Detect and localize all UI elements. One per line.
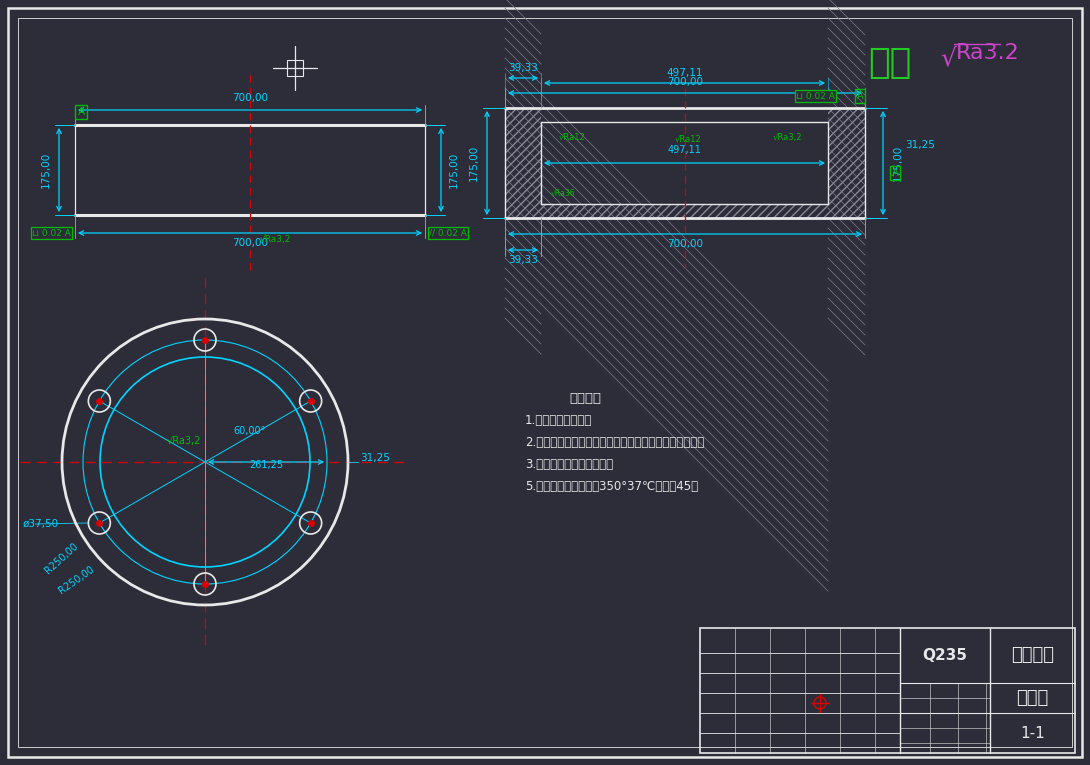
Text: Ra3.2: Ra3.2 bbox=[956, 43, 1020, 63]
Bar bbox=[505, 108, 541, 218]
Text: √Ra36: √Ra36 bbox=[552, 189, 576, 198]
Text: √Ra3,2: √Ra3,2 bbox=[167, 436, 202, 446]
Bar bbox=[287, 60, 303, 76]
Text: 2.零件加工表面上不应有划痕、擦伤等损伤表面的缺陷。: 2.零件加工表面上不应有划痕、擦伤等损伤表面的缺陷。 bbox=[525, 436, 704, 449]
Text: 700,00: 700,00 bbox=[232, 238, 268, 248]
Bar bbox=[541, 204, 828, 218]
Text: 1-1: 1-1 bbox=[1020, 725, 1045, 741]
Text: R250,00: R250,00 bbox=[43, 541, 80, 576]
Text: 吉林大学: 吉林大学 bbox=[1012, 646, 1054, 664]
Text: 3.倒角、去除毛刺、飞边。: 3.倒角、去除毛刺、飞边。 bbox=[525, 458, 613, 471]
Text: // 0.02 A: // 0.02 A bbox=[429, 229, 467, 237]
Text: ⊔ 0.02 A: ⊔ 0.02 A bbox=[796, 92, 835, 100]
Text: 1.零件去除氧化皮。: 1.零件去除氧化皮。 bbox=[525, 414, 592, 427]
Text: 700,00: 700,00 bbox=[667, 239, 703, 249]
Text: 261,25: 261,25 bbox=[249, 460, 283, 470]
Bar bbox=[828, 108, 865, 218]
Text: 39,33: 39,33 bbox=[508, 63, 538, 73]
Text: A: A bbox=[857, 91, 863, 101]
Bar bbox=[700, 628, 1075, 753]
Text: 175,00: 175,00 bbox=[41, 152, 51, 188]
Text: 5.零件进行高频淬火，350°37℃；回火45。: 5.零件进行高频淬火，350°37℃；回火45。 bbox=[525, 480, 698, 493]
Text: √Ra3,2: √Ra3,2 bbox=[773, 133, 802, 142]
Text: ø37,50: ø37,50 bbox=[23, 519, 59, 529]
Text: A: A bbox=[892, 168, 898, 178]
Text: 板材毂: 板材毂 bbox=[1016, 689, 1049, 707]
Text: R250,00: R250,00 bbox=[57, 565, 96, 596]
Text: A: A bbox=[77, 107, 85, 117]
Text: 39,33: 39,33 bbox=[508, 255, 538, 265]
Text: √Ra12: √Ra12 bbox=[559, 133, 585, 142]
Text: 175,00: 175,00 bbox=[469, 145, 479, 181]
Text: 31,25: 31,25 bbox=[360, 453, 390, 463]
Text: 175,00: 175,00 bbox=[893, 145, 903, 181]
Text: Q235: Q235 bbox=[922, 649, 968, 663]
Text: 700,00: 700,00 bbox=[667, 77, 703, 87]
Text: 175,00: 175,00 bbox=[449, 152, 459, 188]
Text: 497,11: 497,11 bbox=[666, 68, 703, 78]
Text: 700,00: 700,00 bbox=[232, 93, 268, 103]
Text: √Ra3,2: √Ra3,2 bbox=[261, 235, 291, 244]
Text: 其余: 其余 bbox=[868, 46, 911, 80]
Text: √Ra12: √Ra12 bbox=[675, 135, 701, 144]
Text: √: √ bbox=[940, 46, 956, 70]
Text: 60,00°: 60,00° bbox=[233, 426, 265, 436]
Text: 497,11: 497,11 bbox=[667, 145, 702, 155]
Text: ⊔ 0.02 A: ⊔ 0.02 A bbox=[32, 229, 71, 237]
Text: 31,25: 31,25 bbox=[905, 140, 935, 150]
Text: 技术要求: 技术要求 bbox=[569, 392, 601, 405]
